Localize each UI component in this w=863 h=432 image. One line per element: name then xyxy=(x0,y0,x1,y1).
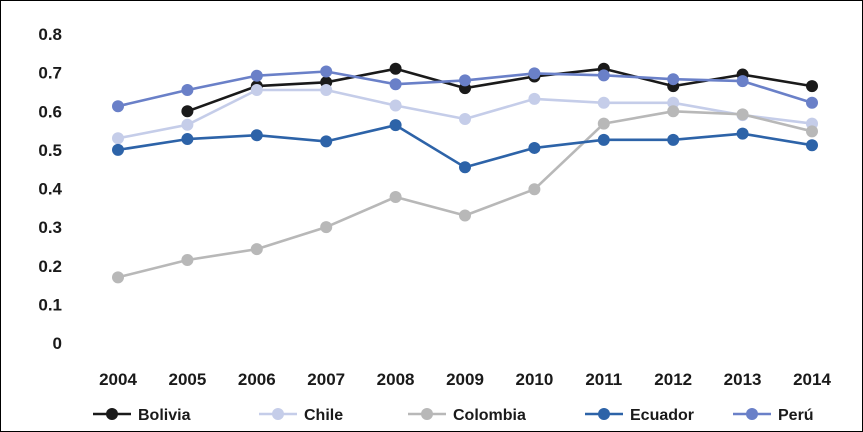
data-point-ecuador xyxy=(459,161,471,174)
data-point-chile xyxy=(181,118,194,131)
x-tick-label: 2007 xyxy=(307,370,345,389)
data-point-ecuador xyxy=(667,133,680,146)
data-point-colombia xyxy=(459,209,471,222)
data-point-chile xyxy=(389,99,402,112)
data-point-colombia xyxy=(806,125,818,138)
data-point-chile xyxy=(459,112,471,125)
x-tick-label: 2014 xyxy=(793,370,831,389)
y-tick-label: 0.8 xyxy=(38,25,62,44)
data-point-colombia xyxy=(389,190,402,203)
data-point-bolivia xyxy=(181,105,194,118)
legend-marker-ecuador xyxy=(598,408,610,420)
data-point-colombia xyxy=(112,271,124,284)
data-point-chile xyxy=(528,92,541,105)
data-point-per xyxy=(597,69,610,82)
y-tick-label: 0.4 xyxy=(38,180,62,199)
data-point-per xyxy=(389,78,402,91)
data-point-per xyxy=(250,69,263,82)
data-point-colombia xyxy=(736,108,749,121)
data-point-per xyxy=(112,100,124,113)
x-tick-label: 2009 xyxy=(446,370,484,389)
x-tick-label: 2012 xyxy=(654,370,692,389)
data-point-ecuador xyxy=(250,129,263,142)
x-tick-label: 2005 xyxy=(168,370,206,389)
data-point-colombia xyxy=(528,183,541,196)
y-tick-label: 0.5 xyxy=(38,141,62,160)
data-point-bolivia xyxy=(389,62,402,75)
y-tick-label: 0.3 xyxy=(38,218,62,237)
legend-marker-per xyxy=(746,408,758,420)
data-point-per xyxy=(459,74,471,87)
data-point-per xyxy=(181,84,194,97)
y-tick-label: 0 xyxy=(53,334,62,353)
data-point-chile xyxy=(320,84,333,97)
data-point-per xyxy=(320,65,333,78)
legend-label-bolivia: Bolivia xyxy=(138,407,191,424)
x-tick-label: 2010 xyxy=(515,370,553,389)
data-point-ecuador xyxy=(597,133,610,146)
y-tick-label: 0.7 xyxy=(38,64,62,83)
data-point-ecuador xyxy=(320,135,333,148)
data-point-chile xyxy=(597,96,610,109)
data-point-ecuador xyxy=(112,143,124,156)
data-point-per xyxy=(806,96,818,109)
legend-label-chile: Chile xyxy=(304,407,343,424)
y-tick-label: 0.1 xyxy=(38,295,62,314)
x-tick-label: 2008 xyxy=(377,370,415,389)
data-point-colombia xyxy=(181,253,194,266)
legend-marker-chile xyxy=(272,408,284,420)
data-point-colombia xyxy=(320,221,333,234)
data-point-ecuador xyxy=(528,141,541,154)
y-tick-label: 0.6 xyxy=(38,102,62,121)
data-point-ecuador xyxy=(181,133,194,146)
data-point-chile xyxy=(667,96,680,109)
data-point-colombia xyxy=(250,243,263,256)
legend-label-per: Perú xyxy=(778,407,814,424)
data-point-ecuador xyxy=(806,139,818,152)
x-tick-label: 2011 xyxy=(585,370,622,389)
x-tick-label: 2006 xyxy=(238,370,276,389)
data-point-ecuador xyxy=(736,127,749,140)
x-tick-label: 2004 xyxy=(99,370,137,389)
legend-marker-bolivia xyxy=(106,408,118,420)
y-tick-label: 0.2 xyxy=(38,257,62,276)
data-point-per xyxy=(736,75,749,88)
data-point-colombia xyxy=(597,117,610,130)
data-point-ecuador xyxy=(389,119,402,132)
x-tick-label: 2013 xyxy=(724,370,762,389)
data-point-per xyxy=(667,73,680,86)
legend-marker-colombia xyxy=(421,408,433,420)
legend-label-ecuador: Ecuador xyxy=(630,407,694,424)
data-point-bolivia xyxy=(806,80,818,93)
data-point-colombia xyxy=(667,105,680,118)
data-point-chile xyxy=(112,132,124,145)
legend-label-colombia: Colombia xyxy=(453,407,526,424)
data-point-chile xyxy=(250,84,263,97)
data-point-per xyxy=(528,67,541,80)
series-line-ecuador xyxy=(117,123,813,169)
